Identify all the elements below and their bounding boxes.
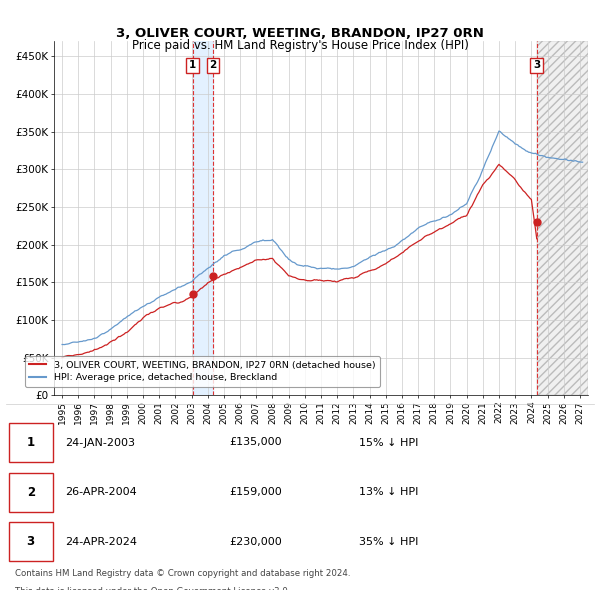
Text: 13% ↓ HPI: 13% ↓ HPI bbox=[359, 487, 418, 497]
Text: 26-APR-2004: 26-APR-2004 bbox=[65, 487, 137, 497]
Text: 1: 1 bbox=[189, 60, 196, 70]
Text: 35% ↓ HPI: 35% ↓ HPI bbox=[359, 537, 418, 546]
Text: Contains HM Land Registry data © Crown copyright and database right 2024.: Contains HM Land Registry data © Crown c… bbox=[15, 569, 350, 578]
Text: 2: 2 bbox=[26, 486, 35, 499]
FancyBboxPatch shape bbox=[9, 522, 53, 561]
Text: 24-JAN-2003: 24-JAN-2003 bbox=[65, 438, 135, 447]
Text: £135,000: £135,000 bbox=[229, 438, 282, 447]
Legend: 3, OLIVER COURT, WEETING, BRANDON, IP27 0RN (detached house), HPI: Average price: 3, OLIVER COURT, WEETING, BRANDON, IP27 … bbox=[25, 356, 380, 387]
Text: 3: 3 bbox=[26, 535, 35, 548]
Bar bbox=[536, 41, 588, 395]
Text: 3: 3 bbox=[533, 60, 540, 70]
Text: 15% ↓ HPI: 15% ↓ HPI bbox=[359, 438, 418, 447]
FancyBboxPatch shape bbox=[9, 473, 53, 512]
Text: £159,000: £159,000 bbox=[229, 487, 282, 497]
Bar bbox=[193, 41, 213, 395]
Text: 2: 2 bbox=[209, 60, 217, 70]
Text: Price paid vs. HM Land Registry's House Price Index (HPI): Price paid vs. HM Land Registry's House … bbox=[131, 39, 469, 52]
Text: 24-APR-2024: 24-APR-2024 bbox=[65, 537, 137, 546]
Text: 1: 1 bbox=[26, 436, 35, 449]
Text: This data is licensed under the Open Government Licence v3.0.: This data is licensed under the Open Gov… bbox=[15, 586, 290, 590]
Text: 3, OLIVER COURT, WEETING, BRANDON, IP27 0RN: 3, OLIVER COURT, WEETING, BRANDON, IP27 … bbox=[116, 27, 484, 40]
Text: £230,000: £230,000 bbox=[229, 537, 282, 546]
FancyBboxPatch shape bbox=[9, 423, 53, 462]
